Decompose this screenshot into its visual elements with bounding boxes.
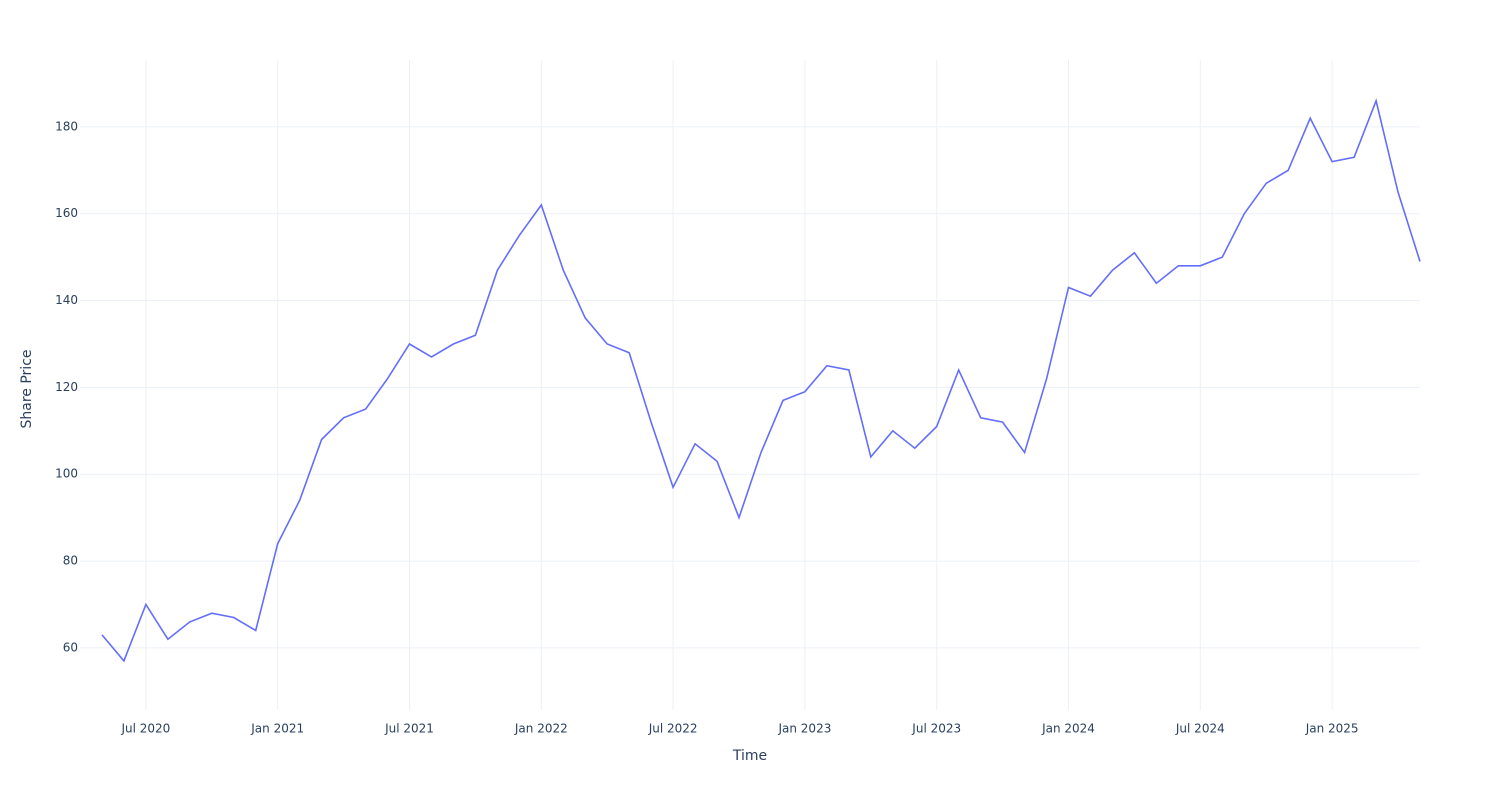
x-tick-label: Jan 2023 <box>777 722 831 736</box>
price-line <box>101 98 1421 663</box>
x-tick-label: Jul 2021 <box>384 722 434 736</box>
y-tick-label: 140 <box>55 293 78 307</box>
y-tick-label: 120 <box>55 380 78 394</box>
x-tick-label: Jul 2023 <box>911 722 961 736</box>
x-tick-label: Jan 2024 <box>1041 722 1095 736</box>
x-tick-label: Jan 2025 <box>1305 722 1359 736</box>
y-tick-label: 60 <box>63 640 78 654</box>
y-tick-label: 100 <box>55 467 78 481</box>
x-axis-title: Time <box>732 748 767 764</box>
x-tick-label: Jul 2020 <box>120 722 170 736</box>
x-tick-label: Jan 2022 <box>514 722 568 736</box>
y-tick-label: 180 <box>55 119 78 133</box>
y-tick-label: 160 <box>55 206 78 220</box>
y-axis-title: Share Price <box>19 349 35 428</box>
x-tick-label: Jul 2024 <box>1175 722 1225 736</box>
x-tick-label: Jan 2021 <box>250 722 304 736</box>
x-tick-label: Jul 2022 <box>648 722 698 736</box>
y-tick-label: 80 <box>63 554 78 568</box>
